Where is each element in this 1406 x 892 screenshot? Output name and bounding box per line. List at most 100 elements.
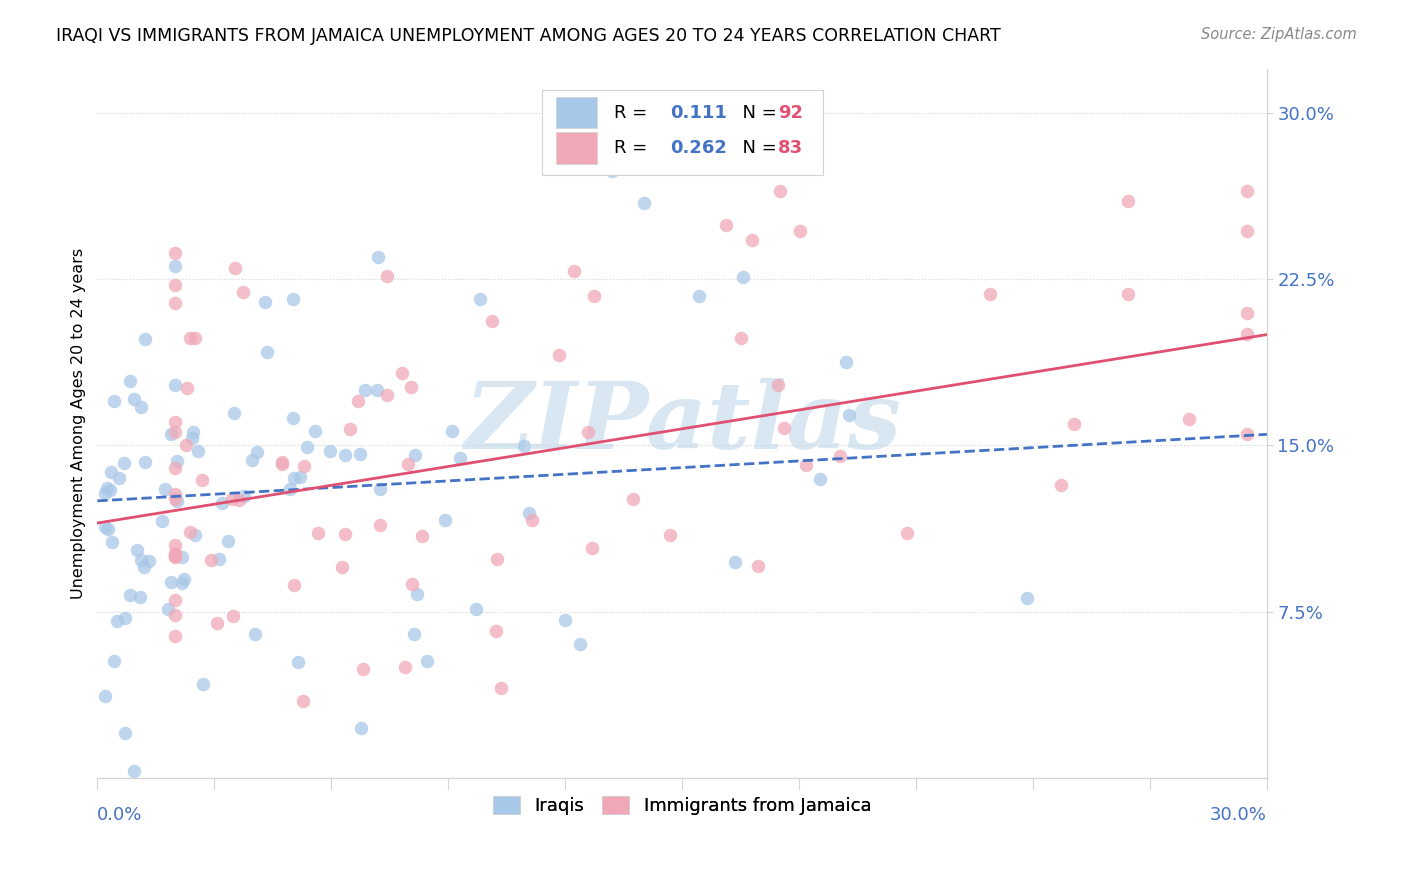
Point — [433, 513, 456, 527]
Point — [1178, 412, 1201, 426]
Point — [105, 614, 128, 628]
Text: R =: R = — [614, 139, 654, 157]
Point — [114, 611, 136, 625]
Point — [191, 677, 214, 691]
Point — [513, 439, 536, 453]
Point — [794, 458, 817, 472]
Point — [730, 331, 752, 345]
Point — [290, 470, 312, 484]
Text: 0.262: 0.262 — [671, 139, 727, 157]
Point — [688, 288, 710, 302]
Point — [1236, 184, 1258, 198]
Point — [1236, 224, 1258, 238]
FancyBboxPatch shape — [555, 132, 596, 164]
Point — [633, 195, 655, 210]
Point — [96, 481, 118, 495]
Point — [129, 400, 152, 414]
Point — [292, 694, 315, 708]
Point — [714, 218, 737, 232]
Point — [134, 560, 156, 574]
Point — [165, 296, 187, 310]
Point — [554, 613, 576, 627]
Point — [165, 377, 187, 392]
Point — [352, 662, 374, 676]
Text: 0.0%: 0.0% — [97, 806, 143, 824]
Point — [179, 330, 201, 344]
Point — [333, 526, 356, 541]
Point — [292, 459, 315, 474]
Text: 83: 83 — [778, 139, 803, 157]
Text: 0.111: 0.111 — [671, 103, 727, 121]
Point — [165, 607, 187, 622]
Point — [354, 383, 377, 397]
Point — [129, 590, 152, 604]
Point — [165, 461, 187, 475]
Point — [1049, 478, 1071, 492]
Point — [621, 492, 644, 507]
Point — [114, 726, 136, 740]
Point — [411, 529, 433, 543]
Point — [165, 260, 187, 274]
Point — [659, 528, 682, 542]
Point — [741, 234, 763, 248]
Point — [224, 406, 246, 420]
Point — [122, 764, 145, 779]
Point — [404, 448, 426, 462]
Point — [96, 522, 118, 536]
Point — [1236, 427, 1258, 442]
Text: Source: ZipAtlas.com: Source: ZipAtlas.com — [1201, 27, 1357, 42]
Point — [221, 609, 243, 624]
Point — [295, 440, 318, 454]
Point — [160, 427, 183, 442]
Point — [367, 251, 389, 265]
Point — [281, 411, 304, 425]
Point — [370, 518, 392, 533]
Point — [271, 455, 294, 469]
Point — [179, 525, 201, 540]
Point — [191, 473, 214, 487]
Point — [283, 471, 305, 485]
Point — [155, 482, 177, 496]
Point — [165, 415, 187, 429]
Point — [165, 492, 187, 507]
Text: R =: R = — [614, 103, 654, 121]
Point — [254, 295, 277, 310]
Point — [217, 534, 239, 549]
Point — [830, 449, 852, 463]
Text: 92: 92 — [778, 103, 803, 121]
Point — [287, 655, 309, 669]
FancyBboxPatch shape — [555, 96, 596, 128]
Text: IRAQI VS IMMIGRANTS FROM JAMAICA UNEMPLOYMENT AMONG AGES 20 TO 24 YEARS CORRELAT: IRAQI VS IMMIGRANTS FROM JAMAICA UNEMPLO… — [56, 27, 1001, 45]
Point — [157, 602, 180, 616]
Point — [350, 721, 373, 735]
Point — [731, 269, 754, 284]
Point — [1116, 286, 1139, 301]
Point — [170, 576, 193, 591]
Point — [600, 164, 623, 178]
Point — [366, 383, 388, 397]
Point — [165, 549, 187, 564]
Point — [181, 425, 204, 439]
Point — [835, 355, 858, 369]
Point — [470, 292, 492, 306]
Point — [307, 526, 329, 541]
Point — [184, 528, 207, 542]
Point — [391, 366, 413, 380]
Point — [94, 690, 117, 704]
Point — [165, 425, 187, 440]
Point — [138, 554, 160, 568]
Point — [375, 388, 398, 402]
Point — [766, 377, 789, 392]
Point — [243, 627, 266, 641]
Point — [170, 550, 193, 565]
Point — [200, 553, 222, 567]
Point — [187, 444, 209, 458]
Point — [440, 425, 463, 439]
Point — [330, 560, 353, 574]
Point — [224, 260, 246, 275]
Point — [1116, 194, 1139, 209]
Point — [517, 506, 540, 520]
Point — [304, 424, 326, 438]
Point — [94, 520, 117, 534]
Point — [522, 513, 544, 527]
